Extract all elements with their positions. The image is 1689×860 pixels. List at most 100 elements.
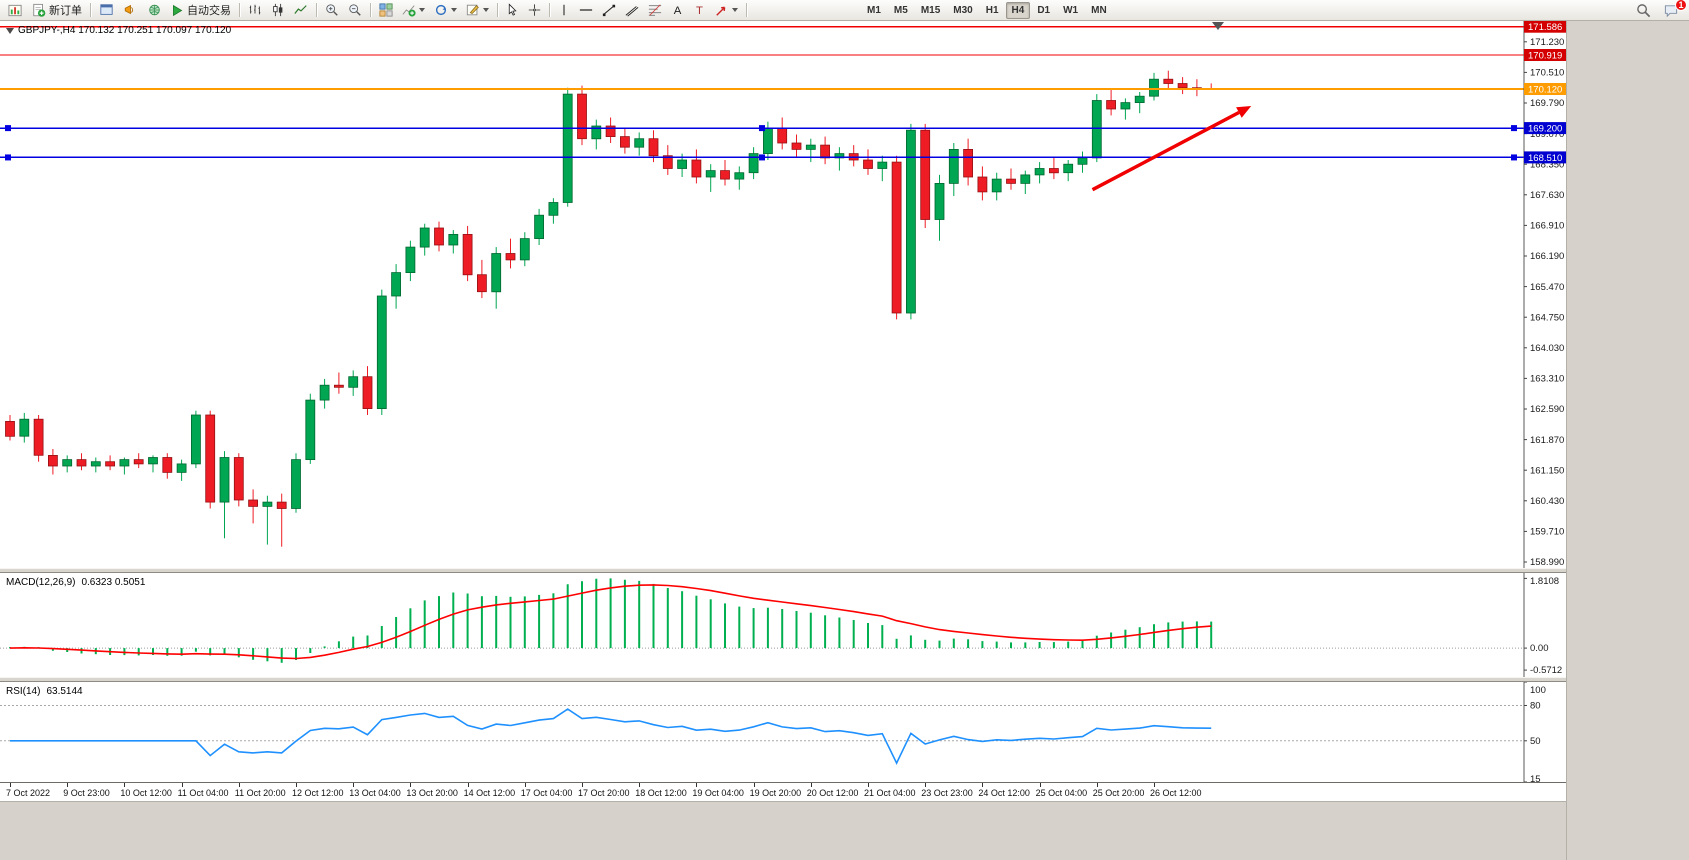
time-axis[interactable]: 7 Oct 2022 9 Oct 23:00 10 Oct 12:00 11 Oct … (0, 782, 1566, 801)
channel-icon (625, 6, 639, 17)
price-axis-label: 171.230 (1530, 37, 1564, 48)
macd-axis-label: 0.00 (1530, 643, 1549, 654)
line-handle[interactable] (5, 125, 11, 132)
zoom-in-button[interactable] (321, 1, 343, 20)
toolbar-separator (497, 3, 498, 17)
time-tick (1154, 783, 1155, 787)
notifications-button[interactable]: 1 (1659, 0, 1687, 20)
new-chart-button[interactable] (4, 1, 27, 20)
channel-tool-button[interactable] (621, 1, 643, 20)
globe-icon (149, 4, 160, 16)
timeframe-M30-button[interactable]: M30 (953, 4, 973, 16)
candle-body (1006, 178, 1016, 184)
zoom-out-icon (349, 4, 361, 16)
timeframe-D1-button[interactable]: D1 (1037, 4, 1051, 16)
candle-body (276, 501, 287, 509)
candle-body (319, 384, 330, 401)
candle-body (906, 129, 916, 314)
fibonacci-tool-button[interactable] (644, 1, 666, 20)
trendline-tool-button[interactable] (598, 1, 620, 20)
candle-body (748, 153, 759, 174)
one-click-trading-arrow[interactable] (6, 28, 14, 34)
chart-line-button[interactable] (290, 1, 312, 20)
timeframe-M1-button[interactable]: M1 (867, 4, 881, 16)
time-axis-label: 11 Oct 04:00 (177, 788, 229, 798)
horizontal-line-tool-button[interactable] (575, 1, 597, 20)
timeframe-toolbar: M1 M5 M15 M30 H1 H4 D1 W1 MN (861, 1, 1113, 19)
timeframe-M15-button[interactable]: M15 (920, 4, 941, 16)
candle-body (505, 253, 516, 261)
crosshair-button[interactable] (524, 1, 545, 20)
line-handle[interactable] (1511, 154, 1517, 161)
main-toolbar: 新订单 自动交易 (0, 0, 1689, 21)
shapes-button[interactable] (711, 1, 742, 20)
candle-body (705, 170, 716, 178)
line-handle[interactable] (759, 154, 765, 161)
time-tick (467, 783, 469, 787)
panel-divider[interactable] (0, 568, 1566, 573)
candle-body (1091, 100, 1102, 159)
candle-body (434, 227, 444, 246)
autotrading-button[interactable]: 自动交易 (167, 1, 235, 20)
tile-windows-button[interactable] (375, 1, 397, 20)
candle-body (662, 155, 673, 169)
chart-shift-marker[interactable] (1212, 22, 1224, 30)
candle-body (1063, 163, 1074, 174)
svg-text:A: A (674, 5, 682, 17)
candle-body (963, 148, 973, 178)
line-handle[interactable] (5, 154, 11, 161)
candle-body (1034, 168, 1045, 176)
chart-bars-button[interactable] (244, 1, 266, 20)
time-axis-label: 21 Oct 04:00 (864, 788, 916, 798)
price-chart[interactable]: 171.230 170.510 169.790 169.070 168.350 167.6… (0, 21, 1566, 568)
toolbar-separator (90, 3, 91, 17)
cursor-button[interactable] (502, 1, 523, 20)
charts-window-button[interactable] (95, 1, 118, 20)
indicators-button[interactable] (398, 1, 429, 20)
time-tick (1096, 783, 1098, 787)
announcement-button[interactable] (119, 1, 142, 20)
objects-cycle-button[interactable] (430, 1, 461, 20)
timeframe-MN-button[interactable]: MN (1091, 4, 1107, 16)
candle-body (605, 125, 616, 138)
indicators-icon (402, 5, 416, 17)
timeframe-H1-button[interactable]: H1 (985, 4, 999, 16)
time-axis-label: 10 Oct 12:00 (120, 788, 172, 798)
price-axis-label: 168.350 (1530, 159, 1564, 170)
candle-body (1049, 168, 1059, 174)
zoom-in-icon (326, 4, 338, 16)
candle-body (1106, 100, 1116, 110)
new-chart-icon (8, 4, 22, 16)
search-button[interactable] (1632, 1, 1655, 20)
toolbar-separator (239, 3, 240, 17)
community-button[interactable] (143, 1, 166, 20)
text-tool-button[interactable]: A (667, 1, 688, 20)
price-badge (1524, 49, 1566, 61)
trend-arrow-head[interactable] (1236, 106, 1252, 118)
candle-body (233, 457, 244, 501)
panel-divider[interactable] (0, 677, 1566, 682)
price-axis-label: 159.710 (1530, 527, 1564, 538)
candle-body (562, 93, 573, 203)
rsi-chart[interactable]: 100 80 50 15 (0, 682, 1566, 782)
toolbar-separator (316, 3, 317, 17)
label-tool-button[interactable]: T (689, 1, 710, 20)
timeframe-W1-button[interactable]: W1 (1063, 4, 1079, 16)
candle-body (119, 459, 130, 467)
price-axis-label: 158.990 (1530, 557, 1564, 568)
new-order-button[interactable]: 新订单 (28, 1, 86, 20)
rsi-line (10, 708, 1212, 765)
time-tick (353, 783, 355, 787)
line-handle[interactable] (759, 125, 765, 132)
trend-arrow[interactable] (1091, 110, 1240, 192)
autotrading-play-icon (173, 4, 183, 16)
line-handle[interactable] (1511, 125, 1517, 132)
templates-button[interactable] (462, 1, 493, 20)
timeframe-H4-button[interactable]: H4 (1005, 1, 1031, 19)
macd-chart[interactable]: 1.8108 0.00 -0.5712 (0, 573, 1566, 677)
zoom-out-button[interactable] (344, 1, 366, 20)
time-axis-label: 13 Oct 04:00 (349, 788, 401, 798)
chart-candles-button[interactable] (267, 1, 289, 20)
vertical-line-tool-button[interactable] (554, 1, 574, 20)
timeframe-M5-button[interactable]: M5 (893, 4, 908, 16)
